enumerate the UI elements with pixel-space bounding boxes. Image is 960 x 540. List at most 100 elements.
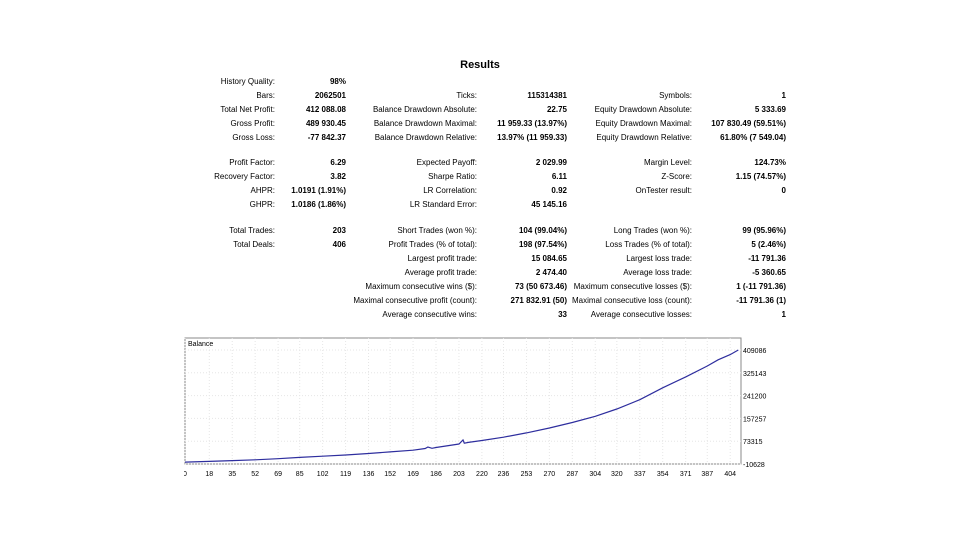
ontester-label: OnTester result: — [635, 186, 692, 195]
gross-profit-label: Gross Profit: — [230, 119, 275, 128]
expected-payoff-label: Expected Payoff: — [416, 158, 477, 167]
x-tick-label: 152 — [384, 471, 396, 478]
ahpr-value: 1.0191 (1.91%) — [291, 186, 346, 195]
largest-profit-label: Largest profit trade: — [407, 254, 477, 263]
plot-frame — [184, 337, 742, 465]
z-score-label: Z-Score: — [661, 172, 692, 181]
y-tick-label: -10628 — [743, 462, 765, 469]
ticks-label: Ticks: — [456, 91, 477, 100]
ahpr-label: AHPR: — [250, 186, 275, 195]
maximal-consec-loss-value: -11 791.36 (1) — [736, 296, 786, 305]
x-tick-label: 371 — [680, 471, 692, 478]
max-consec-wins-label: Maximum consecutive wins ($): — [365, 282, 477, 291]
total-trades-value: 203 — [332, 226, 346, 235]
loss-trades-label: Loss Trades (% of total): — [605, 240, 692, 249]
x-tick-label: 404 — [724, 471, 736, 478]
short-trades-value: 104 (99.04%) — [518, 226, 567, 235]
avg-loss-value: -5 360.65 — [752, 268, 786, 277]
chart-legend-label: Balance — [188, 341, 213, 348]
x-tick-label: 18 — [205, 471, 213, 478]
balance-dd-rel-value: 13.97% (11 959.33) — [497, 133, 567, 142]
y-tick-label: 325143 — [743, 371, 766, 378]
ontester-value: 0 — [781, 186, 786, 195]
max-consec-wins-value: 73 (50 673.46) — [514, 282, 567, 291]
gross-profit-value: 489 930.45 — [305, 119, 346, 128]
x-tick-label: 270 — [544, 471, 556, 478]
x-tick-label: 102 — [317, 471, 329, 478]
profit-factor-value: 6.29 — [330, 158, 346, 167]
x-tick-label: 85 — [296, 471, 304, 478]
x-tick-label: 186 — [430, 471, 442, 478]
balance-dd-rel-label: Balance Drawdown Relative: — [374, 133, 477, 142]
y-tick-label: 73315 — [743, 439, 763, 446]
avg-consec-wins-value: 33 — [558, 310, 567, 319]
x-tick-label: 35 — [228, 471, 236, 478]
x-tick-label: 0 — [184, 471, 187, 478]
balance-chart-svg: Balance 0 18 35 52 69 85 102 119 136 152 169 186 203 2… — [183, 337, 766, 478]
x-tick-label: 320 — [611, 471, 623, 478]
symbols-value: 1 — [781, 91, 786, 100]
results-title: Results — [460, 59, 500, 71]
ghpr-label: GHPR: — [249, 200, 275, 209]
x-tick-label: 236 — [498, 471, 510, 478]
profit-factor-label: Profit Factor: — [229, 158, 275, 167]
margin-level-value: 124.73% — [754, 158, 786, 167]
total-deals-label: Total Deals: — [233, 240, 275, 249]
balance-line — [184, 349, 739, 463]
y-tick-label: 241200 — [743, 394, 766, 401]
total-deals-value: 406 — [332, 240, 346, 249]
long-trades-value: 99 (95.96%) — [742, 226, 786, 235]
x-tick-label: 69 — [274, 471, 282, 478]
avg-profit-value: 2 474.40 — [535, 268, 567, 277]
equity-dd-max-value: 107 830.49 (59.51%) — [711, 119, 786, 128]
x-tick-label: 354 — [657, 471, 669, 478]
x-tick-label: 287 — [566, 471, 578, 478]
lr-correlation-label: LR Correlation: — [423, 186, 477, 195]
profit-trades-value: 198 (97.54%) — [518, 240, 567, 249]
x-tick-label: 169 — [407, 471, 419, 478]
x-tick-label: 52 — [251, 471, 259, 478]
sharpe-ratio-label: Sharpe Ratio: — [428, 172, 477, 181]
symbols-label: Symbols: — [659, 91, 692, 100]
total-net-profit-label: Total Net Profit: — [220, 105, 275, 114]
bars-label: Bars: — [256, 91, 275, 100]
bars-value: 2062501 — [314, 91, 346, 100]
x-tick-label: 136 — [363, 471, 375, 478]
total-trades-label: Total Trades: — [229, 226, 275, 235]
x-tick-label: 253 — [521, 471, 533, 478]
balance-dd-abs-value: 22.75 — [546, 105, 567, 114]
long-trades-label: Long Trades (won %): — [613, 226, 692, 235]
ticks-value: 115314381 — [527, 91, 567, 100]
gross-loss-label: Gross Loss: — [232, 133, 275, 142]
x-tick-label: 203 — [453, 471, 465, 478]
lr-correlation-value: 0.92 — [551, 186, 567, 195]
largest-loss-label: Largest loss trade: — [626, 254, 692, 263]
history-quality-label: History Quality: — [220, 77, 275, 86]
avg-consec-losses-label: Average consecutive losses: — [590, 310, 692, 319]
avg-profit-label: Average profit trade: — [404, 268, 477, 277]
equity-dd-abs-value: 5 333.69 — [754, 105, 786, 114]
x-tick-label: 119 — [340, 471, 351, 478]
recovery-factor-label: Recovery Factor: — [214, 172, 275, 181]
max-consec-losses-label: Maximum consecutive losses ($): — [573, 282, 692, 291]
margin-level-label: Margin Level: — [643, 158, 692, 167]
equity-dd-max-label: Equity Drawdown Maximal: — [595, 119, 692, 128]
x-tick-label: 337 — [634, 471, 646, 478]
history-quality-value: 98% — [329, 77, 346, 86]
maximal-consec-profit-value: 271 832.91 (50) — [510, 296, 568, 305]
gross-loss-value: -77 842.37 — [307, 133, 346, 142]
equity-dd-rel-label: Equity Drawdown Relative: — [596, 133, 692, 142]
loss-trades-value: 5 (2.46%) — [751, 240, 786, 249]
balance-dd-max-label: Balance Drawdown Maximal: — [373, 119, 477, 128]
balance-dd-max-value: 11 959.33 (13.97%) — [497, 119, 567, 128]
balance-chart: Balance 0 18 35 52 69 85 102 119 136 152 169 186 203 2… — [183, 337, 770, 482]
z-score-value: 1.15 (74.57%) — [735, 172, 786, 181]
largest-profit-value: 15 084.65 — [531, 254, 567, 263]
equity-dd-rel-value: 61.80% (7 549.04) — [720, 133, 786, 142]
x-tick-label: 304 — [589, 471, 601, 478]
lr-std-error-value: 45 145.16 — [531, 200, 567, 209]
maximal-consec-loss-label: Maximal consecutive loss (count): — [571, 296, 692, 305]
y-tick-label: 157257 — [743, 416, 766, 423]
lr-std-error-label: LR Standard Error: — [409, 200, 477, 209]
recovery-factor-value: 3.82 — [330, 172, 346, 181]
